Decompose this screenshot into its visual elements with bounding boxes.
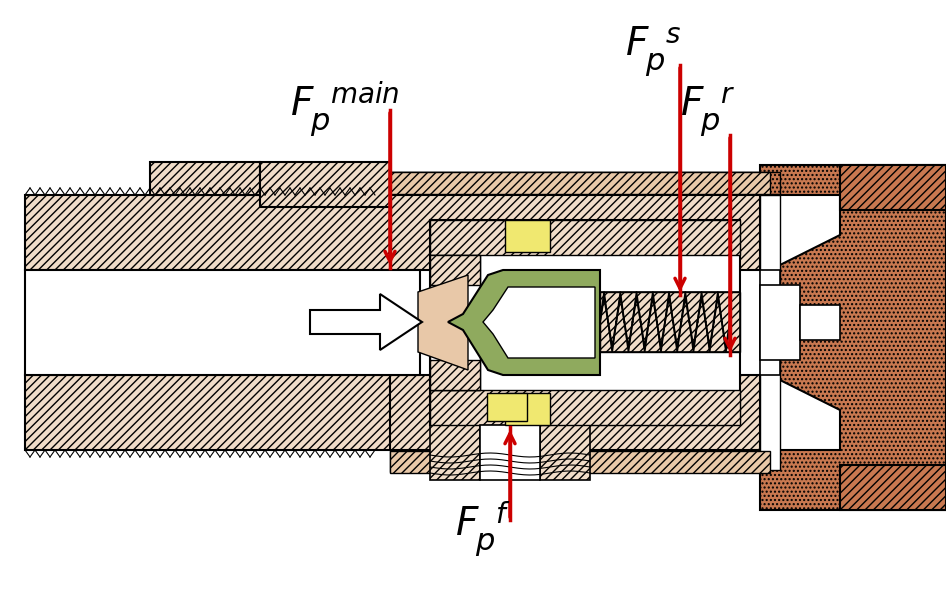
Polygon shape: [310, 294, 422, 350]
Text: $\mathbf{\it{F}}$: $\mathbf{\it{F}}$: [290, 85, 315, 123]
Bar: [150, 162, 260, 195]
Bar: [430, 425, 480, 480]
Bar: [760, 285, 800, 360]
Bar: [390, 375, 760, 450]
Bar: [390, 451, 770, 473]
Bar: [430, 220, 740, 255]
Bar: [390, 195, 760, 270]
Bar: [390, 450, 780, 472]
Text: $p$: $p$: [310, 109, 330, 138]
Polygon shape: [760, 165, 946, 510]
Bar: [600, 292, 740, 352]
Polygon shape: [448, 270, 600, 375]
Bar: [800, 305, 840, 340]
Text: $\mathbf{\it{F}}$: $\mathbf{\it{F}}$: [455, 505, 480, 543]
Bar: [840, 165, 946, 210]
Bar: [430, 390, 740, 425]
Bar: [260, 162, 390, 207]
Bar: [390, 172, 780, 194]
Text: $\mathbf{\it{F}}$: $\mathbf{\it{F}}$: [680, 85, 705, 123]
Bar: [25, 195, 415, 270]
Bar: [430, 360, 480, 390]
Bar: [430, 220, 740, 425]
Bar: [390, 172, 770, 194]
Polygon shape: [483, 287, 595, 358]
Text: $main$: $main$: [330, 81, 399, 109]
Bar: [760, 195, 780, 470]
Text: $p$: $p$: [700, 109, 720, 138]
Bar: [505, 393, 550, 425]
Text: $\mathbf{\it{F}}$: $\mathbf{\it{F}}$: [625, 25, 650, 63]
Text: $r$: $r$: [720, 81, 735, 109]
Polygon shape: [760, 270, 800, 375]
Bar: [480, 425, 540, 480]
Bar: [430, 255, 480, 285]
Polygon shape: [418, 275, 468, 370]
Text: $s$: $s$: [665, 21, 681, 49]
Text: $f$: $f$: [495, 501, 510, 529]
Text: $p$: $p$: [475, 529, 495, 558]
Bar: [600, 292, 740, 352]
Bar: [840, 465, 946, 510]
Bar: [25, 270, 420, 375]
Bar: [390, 172, 780, 194]
Bar: [487, 393, 527, 421]
Bar: [540, 425, 590, 480]
Bar: [25, 375, 415, 450]
Text: $p$: $p$: [645, 49, 665, 78]
Bar: [430, 255, 480, 390]
Bar: [505, 220, 550, 252]
